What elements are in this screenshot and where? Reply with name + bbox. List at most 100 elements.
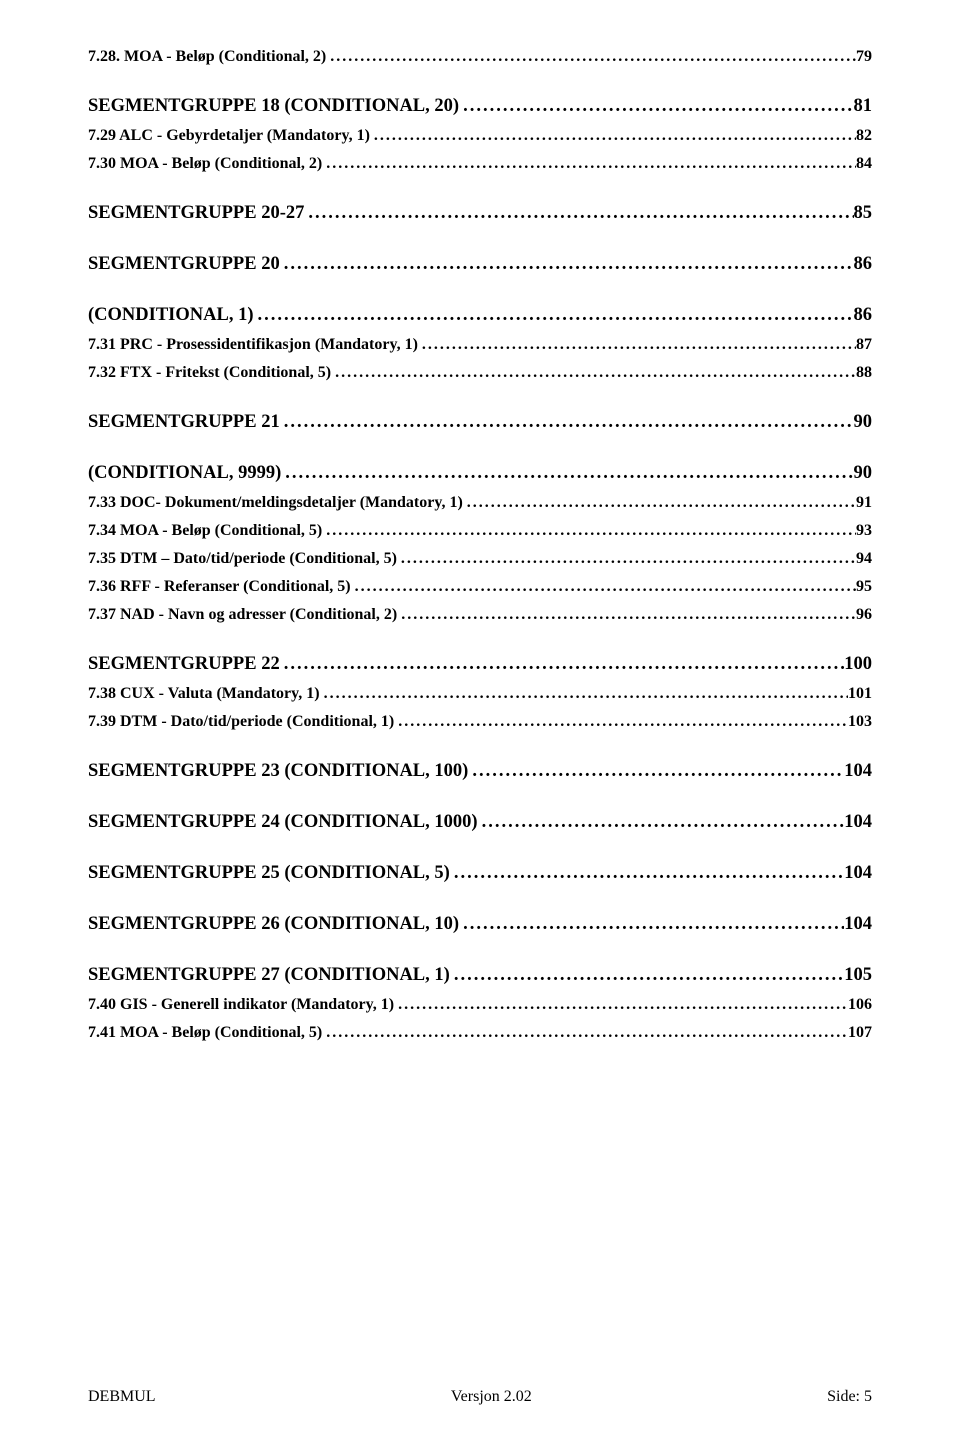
toc-page: 85 xyxy=(854,203,873,224)
toc-page: 95 xyxy=(856,578,872,596)
toc-line: 7.36 RFF - Referanser (Conditional, 5)..… xyxy=(88,578,872,596)
toc-page: 90 xyxy=(854,412,873,433)
toc-line: SEGMENTGRUPPE 20........................… xyxy=(88,254,872,275)
toc-label: SEGMENTGRUPPE 25 (CONDITIONAL, 5) xyxy=(88,863,450,884)
toc-line: SEGMENTGRUPPE 27 (CONDITIONAL, 1).......… xyxy=(88,965,872,986)
toc-label: SEGMENTGRUPPE 21 xyxy=(88,412,280,433)
toc-page: 90 xyxy=(854,463,873,484)
toc-label: 7.34 MOA - Beløp (Conditional, 5) xyxy=(88,522,322,540)
toc-label: 7.30 MOA - Beløp (Conditional, 2) xyxy=(88,155,322,173)
toc-page: 91 xyxy=(856,494,872,512)
toc-line: 7.28. MOA - Beløp (Conditional, 2)......… xyxy=(88,48,872,66)
toc-page: 100 xyxy=(844,654,872,675)
toc-leader-dots: ........................................… xyxy=(394,996,848,1014)
toc-page: 82 xyxy=(856,127,872,145)
toc-page: 86 xyxy=(854,254,873,275)
toc-page: 105 xyxy=(844,965,872,986)
toc-leader-dots: ........................................… xyxy=(322,1024,848,1042)
toc-page: 96 xyxy=(856,606,872,624)
toc-line: (CONDITIONAL, 9999).....................… xyxy=(88,463,872,484)
toc-container: 7.28. MOA - Beløp (Conditional, 2)......… xyxy=(88,48,872,1042)
toc-label: SEGMENTGRUPPE 23 (CONDITIONAL, 100) xyxy=(88,761,468,782)
toc-leader-dots: ........................................… xyxy=(418,336,856,354)
toc-leader-dots: ........................................… xyxy=(280,654,845,675)
toc-page: 107 xyxy=(848,1024,872,1042)
toc-page: 103 xyxy=(848,713,872,731)
toc-label: (CONDITIONAL, 1) xyxy=(88,305,253,326)
toc-line: 7.34 MOA - Beløp (Conditional, 5).......… xyxy=(88,522,872,540)
toc-page: 79 xyxy=(856,48,872,66)
toc-label: 7.33 DOC- Dokument/meldingsdetaljer (Man… xyxy=(88,494,463,512)
toc-label: 7.32 FTX - Fritekst (Conditional, 5) xyxy=(88,364,331,382)
toc-leader-dots: ........................................… xyxy=(478,812,845,833)
toc-line: 7.32 FTX - Fritekst (Conditional, 5)....… xyxy=(88,364,872,382)
toc-line: SEGMENTGRUPPE 22........................… xyxy=(88,654,872,675)
toc-label: 7.29 ALC - Gebyrdetaljer (Mandatory, 1) xyxy=(88,127,370,145)
toc-leader-dots: ........................................… xyxy=(370,127,856,145)
toc-leader-dots: ........................................… xyxy=(280,412,854,433)
toc-label: SEGMENTGRUPPE 27 (CONDITIONAL, 1) xyxy=(88,965,450,986)
toc-line: SEGMENTGRUPPE 18 (CONDITIONAL, 20)......… xyxy=(88,96,872,117)
footer-center: Versjon 2.02 xyxy=(451,1388,532,1406)
toc-leader-dots: ........................................… xyxy=(280,254,854,275)
toc-label: 7.36 RFF - Referanser (Conditional, 5) xyxy=(88,578,351,596)
toc-page: 104 xyxy=(844,863,872,884)
toc-leader-dots: ........................................… xyxy=(304,203,853,224)
toc-line: SEGMENTGRUPPE 26 (CONDITIONAL, 10)......… xyxy=(88,914,872,935)
toc-line: 7.38 CUX - Valuta (Mandatory, 1)........… xyxy=(88,685,872,703)
toc-label: 7.38 CUX - Valuta (Mandatory, 1) xyxy=(88,685,320,703)
toc-label: 7.41 MOA - Beløp (Conditional, 5) xyxy=(88,1024,322,1042)
toc-label: SEGMENTGRUPPE 18 (CONDITIONAL, 20) xyxy=(88,96,459,117)
toc-label: SEGMENTGRUPPE 20 xyxy=(88,254,280,275)
toc-leader-dots: ........................................… xyxy=(394,713,848,731)
toc-leader-dots: ........................................… xyxy=(468,761,844,782)
toc-page: 88 xyxy=(856,364,872,382)
toc-leader-dots: ........................................… xyxy=(326,48,856,66)
toc-label: SEGMENTGRUPPE 26 (CONDITIONAL, 10) xyxy=(88,914,459,935)
toc-page: 84 xyxy=(856,155,872,173)
toc-leader-dots: ........................................… xyxy=(322,522,856,540)
toc-line: 7.30 MOA - Beløp (Conditional, 2).......… xyxy=(88,155,872,173)
toc-label: 7.31 PRC - Prosessidentifikasjon (Mandat… xyxy=(88,336,418,354)
toc-leader-dots: ........................................… xyxy=(331,364,856,382)
toc-line: SEGMENTGRUPPE 23 (CONDITIONAL, 100).....… xyxy=(88,761,872,782)
toc-leader-dots: ........................................… xyxy=(463,494,856,512)
toc-label: SEGMENTGRUPPE 22 xyxy=(88,654,280,675)
toc-page: 104 xyxy=(844,761,872,782)
toc-leader-dots: ........................................… xyxy=(351,578,856,596)
toc-leader-dots: ........................................… xyxy=(459,96,853,117)
toc-line: 7.29 ALC - Gebyrdetaljer (Mandatory, 1).… xyxy=(88,127,872,145)
toc-leader-dots: ........................................… xyxy=(459,914,844,935)
toc-page: 93 xyxy=(856,522,872,540)
toc-page: 101 xyxy=(848,685,872,703)
toc-label: 7.35 DTM – Dato/tid/periode (Conditional… xyxy=(88,550,397,568)
toc-leader-dots: ........................................… xyxy=(281,463,853,484)
toc-page: 104 xyxy=(844,812,872,833)
toc-leader-dots: ........................................… xyxy=(320,685,848,703)
toc-page: 87 xyxy=(856,336,872,354)
toc-leader-dots: ........................................… xyxy=(450,863,844,884)
toc-page: 81 xyxy=(854,96,873,117)
toc-label: 7.28. MOA - Beløp (Conditional, 2) xyxy=(88,48,326,66)
footer-right: Side: 5 xyxy=(827,1388,872,1406)
page-footer: DEBMUL Versjon 2.02 Side: 5 xyxy=(88,1388,872,1406)
toc-line: 7.33 DOC- Dokument/meldingsdetaljer (Man… xyxy=(88,494,872,512)
toc-page: 106 xyxy=(848,996,872,1014)
toc-line: 7.31 PRC - Prosessidentifikasjon (Mandat… xyxy=(88,336,872,354)
toc-line: (CONDITIONAL, 1)........................… xyxy=(88,305,872,326)
footer-left: DEBMUL xyxy=(88,1388,156,1406)
toc-line: SEGMENTGRUPPE 20-27.....................… xyxy=(88,203,872,224)
toc-line: 7.40 GIS - Generell indikator (Mandatory… xyxy=(88,996,872,1014)
toc-line: SEGMENTGRUPPE 24 (CONDITIONAL, 1000)....… xyxy=(88,812,872,833)
toc-leader-dots: ........................................… xyxy=(322,155,856,173)
toc-label: 7.40 GIS - Generell indikator (Mandatory… xyxy=(88,996,394,1014)
toc-label: SEGMENTGRUPPE 20-27 xyxy=(88,203,304,224)
toc-label: 7.37 NAD - Navn og adresser (Conditional… xyxy=(88,606,397,624)
toc-page: 94 xyxy=(856,550,872,568)
toc-leader-dots: ........................................… xyxy=(397,606,856,624)
toc-leader-dots: ........................................… xyxy=(397,550,856,568)
toc-page: 86 xyxy=(854,305,873,326)
toc-label: SEGMENTGRUPPE 24 (CONDITIONAL, 1000) xyxy=(88,812,478,833)
toc-label: 7.39 DTM - Dato/tid/periode (Conditional… xyxy=(88,713,394,731)
toc-line: 7.37 NAD - Navn og adresser (Conditional… xyxy=(88,606,872,624)
